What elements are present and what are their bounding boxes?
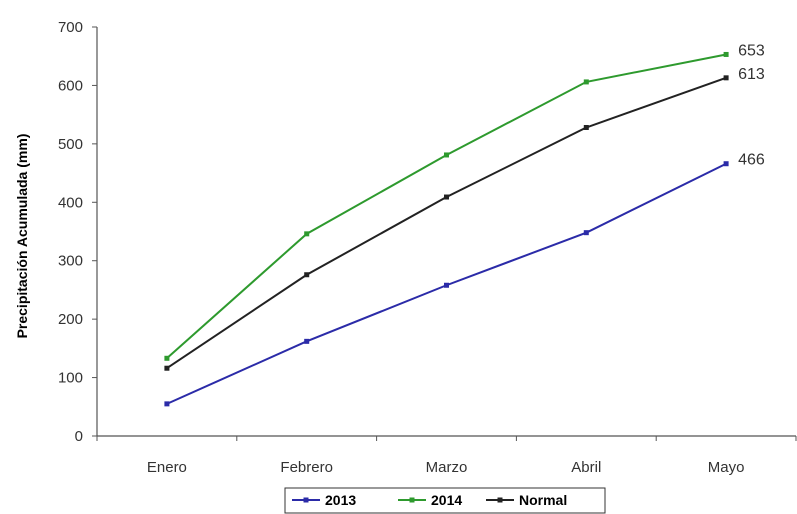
y-tick-label: 700	[58, 19, 83, 36]
legend-label: 2014	[431, 492, 462, 508]
x-tick-label: Marzo	[426, 459, 468, 476]
data-point	[583, 79, 589, 85]
x-tick-label: Abril	[571, 459, 601, 476]
data-label: 613	[738, 66, 765, 83]
legend-marker	[409, 497, 415, 503]
data-point	[723, 75, 729, 81]
data-label: 653	[738, 42, 765, 59]
data-point	[444, 194, 449, 200]
series-layer	[164, 51, 729, 407]
y-tick-label: 200	[58, 311, 83, 328]
y-tick-label: 600	[58, 77, 83, 94]
data-point	[304, 231, 310, 237]
x-tick-label: Enero	[147, 459, 187, 476]
legend: 2013 2014 Normal	[284, 487, 606, 514]
y-tick-label: 400	[58, 194, 83, 211]
data-point	[444, 152, 449, 158]
series-line-normal	[166, 76, 727, 370]
data-point	[723, 51, 729, 57]
x-tick-label: Febrero	[280, 459, 333, 476]
legend-marker	[303, 497, 309, 503]
data-point	[304, 272, 310, 278]
data-point	[164, 355, 170, 361]
legend-box	[284, 487, 606, 514]
legend-label: 2013	[325, 492, 356, 508]
data-label: 466	[738, 152, 765, 169]
axes: 0 100 200 300 400 500 600 700 Enero Febrero Marzo A…	[58, 19, 797, 476]
data-point	[444, 282, 449, 288]
data-point	[164, 401, 170, 407]
data-point	[583, 230, 589, 236]
y-tick-label: 100	[58, 370, 83, 387]
y-tick-label: 300	[58, 253, 83, 270]
y-tick-label: 0	[75, 428, 83, 445]
y-tick-label: 500	[58, 136, 83, 153]
data-point	[583, 124, 589, 130]
x-tick-label: Mayo	[708, 459, 745, 476]
data-point	[723, 161, 729, 167]
data-point	[304, 338, 310, 344]
legend-label: Normal	[519, 492, 567, 508]
data-point	[164, 365, 170, 371]
y-axis-title: Precipitación Acumulada (mm)	[14, 134, 30, 339]
legend-marker	[497, 497, 503, 503]
data-labels: 466 653 613	[738, 42, 765, 168]
